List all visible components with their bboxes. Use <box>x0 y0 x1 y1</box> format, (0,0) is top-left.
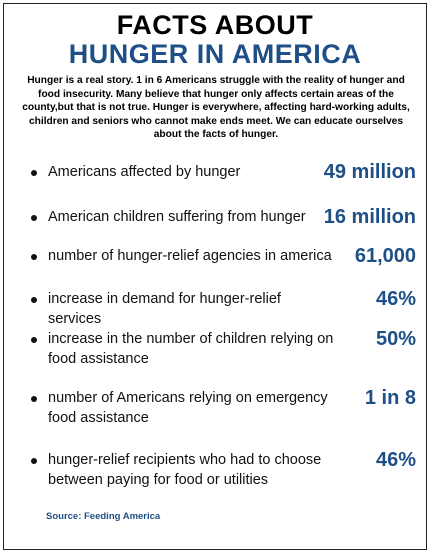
fact-value: 16 million <box>323 206 416 228</box>
fact-value: 49 million <box>323 161 416 183</box>
fact-value: 50% <box>375 328 416 350</box>
fact-value: 46% <box>375 449 416 471</box>
title-line-1: FACTS ABOUT <box>116 10 314 40</box>
infographic-frame: FACTS ABOUT HUNGER IN AMERICA Hunger is … <box>3 3 427 550</box>
source-credit: Source: Feeding America <box>46 511 161 522</box>
bullet-icon <box>31 215 37 221</box>
bullet-icon <box>31 170 37 176</box>
fact-label: increase in the number of children relyi… <box>48 331 334 367</box>
fact-label: American children suffering from hunger <box>48 209 306 225</box>
fact-label: number of hunger-relief agencies in amer… <box>48 248 332 264</box>
fact-label: Americans affected by hunger <box>48 164 241 180</box>
bullet-icon <box>31 254 37 260</box>
fact-value: 1 in 8 <box>364 387 416 409</box>
bullet-icon <box>31 337 37 343</box>
title-line-2: HUNGER IN AMERICA <box>68 39 362 69</box>
fact-label: hunger-relief recipients who had to choo… <box>48 452 322 488</box>
fact-label: number of Americans relying on emergency… <box>48 390 328 426</box>
bullet-icon <box>31 396 37 402</box>
fact-value: 46% <box>375 288 416 310</box>
intro-paragraph: Hunger is a real story. 1 in 6 Americans… <box>22 75 410 140</box>
fact-label: increase in demand for hunger-relief ser… <box>48 291 281 327</box>
bullet-icon <box>31 458 37 464</box>
fact-value: 61,000 <box>354 245 416 267</box>
bullet-icon <box>31 297 37 303</box>
